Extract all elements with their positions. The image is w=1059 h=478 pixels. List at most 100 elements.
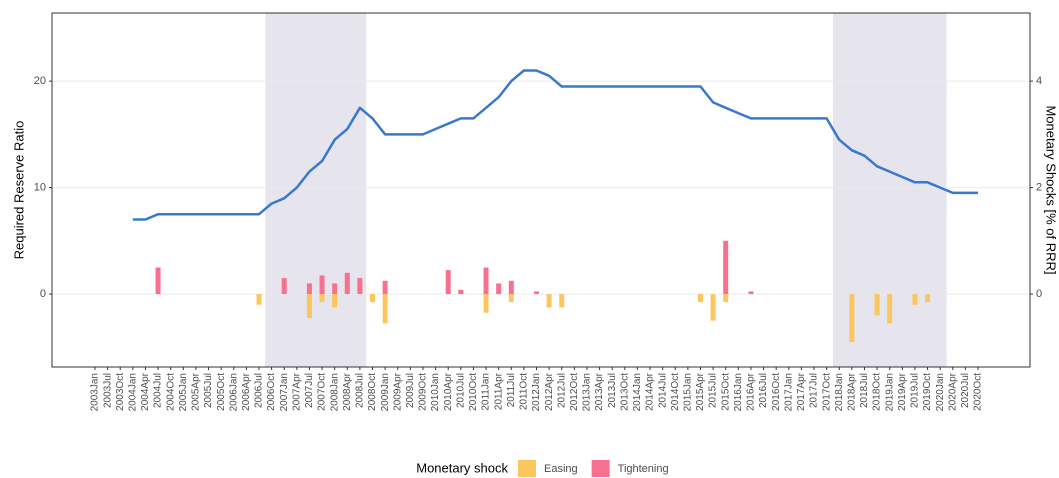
x-tick-label: 2018Oct <box>872 373 883 411</box>
bar <box>874 294 880 316</box>
x-tick-label: 2007Jul <box>304 373 315 408</box>
x-tick-label: 2011Jul <box>506 373 517 407</box>
x-tick-label: 2011Apr <box>493 372 504 410</box>
x-tick-label: 2020Jul <box>960 373 971 408</box>
x-tick-label: 2010Apr <box>443 372 454 410</box>
x-tick-label: 2018Jan <box>834 373 845 411</box>
x-tick-label: 2020Apr <box>947 372 958 410</box>
x-tick-label: 2003Oct <box>115 373 126 411</box>
x-tick-label: 2010Jan <box>430 373 441 411</box>
x-tick-label: 2012Jan <box>531 373 542 411</box>
bar <box>155 267 161 295</box>
shaded-period <box>265 13 367 367</box>
legend-swatch <box>591 460 610 477</box>
x-tick-label: 2006Apr <box>241 372 252 410</box>
x-tick-label: 2016Oct <box>771 373 782 411</box>
x-tick-label: 2004Oct <box>165 373 176 411</box>
x-tick-label: 2017Jul <box>809 373 820 408</box>
x-tick-label: 2016Jan <box>733 373 744 411</box>
bar <box>306 294 312 319</box>
x-tick-label: 2008Oct <box>367 373 378 411</box>
bar <box>445 270 451 295</box>
x-tick-label: 2008Apr <box>342 372 353 410</box>
bar <box>925 294 931 303</box>
x-tick-label: 2007Jan <box>279 373 290 411</box>
x-tick-label: 2006Jul <box>254 373 265 408</box>
x-tick-label: 2013Jul <box>607 373 618 408</box>
bar <box>912 294 918 305</box>
bar <box>319 294 325 303</box>
bar <box>382 294 388 324</box>
x-tick-label: 2020Jan <box>935 373 946 411</box>
x-tick-label: 2012Jul <box>556 373 567 408</box>
x-tick-label: 2014Apr <box>645 372 656 410</box>
bar <box>344 272 350 295</box>
legend-swatch <box>518 460 536 477</box>
x-tick-label: 2005Jan <box>178 373 189 411</box>
legend-title: Monetary shock <box>416 460 508 475</box>
bar <box>723 240 729 295</box>
x-tick-label: 2015Jul <box>708 373 719 408</box>
x-tick-label: 2013Apr <box>594 372 605 410</box>
y2-tick-label: 2 <box>1036 182 1042 194</box>
bar <box>458 289 464 295</box>
bar <box>723 294 729 303</box>
x-tick-label: 2015Jan <box>683 373 694 411</box>
y2-tick-label: 0 <box>1036 288 1042 300</box>
x-tick-label: 2018Jul <box>859 373 870 408</box>
legend-label: Easing <box>544 463 578 475</box>
x-tick-label: 2017Apr <box>796 372 807 410</box>
x-tick-label: 2016Apr <box>746 372 757 410</box>
bar <box>483 294 489 313</box>
bar <box>559 294 565 308</box>
x-tick-label: 2006Jan <box>228 373 239 411</box>
x-tick-label: 2014Jan <box>632 373 643 411</box>
x-tick-label: 2018Apr <box>846 372 857 410</box>
x-tick-label: 2012Oct <box>569 373 580 411</box>
y-tick-label: 20 <box>34 75 46 87</box>
bar <box>508 294 514 303</box>
bar <box>319 275 325 295</box>
x-tick-label: 2009Oct <box>418 373 429 411</box>
x-tick-label: 2008Jul <box>355 373 366 408</box>
bar <box>382 280 388 295</box>
bar <box>887 294 893 324</box>
x-tick-label: 2010Jul <box>455 373 466 408</box>
bar <box>697 294 703 303</box>
legend-label: Tightening <box>618 463 669 475</box>
x-tick-label: 2009Apr <box>392 372 403 410</box>
x-tick-label: 2005Apr <box>191 372 202 410</box>
bar <box>483 267 489 295</box>
panel-border <box>51 12 1031 368</box>
bar <box>256 294 262 305</box>
x-tick-label: 2011Oct <box>519 373 530 410</box>
bar <box>534 291 539 295</box>
x-tick-label: 2015Oct <box>720 373 731 411</box>
bar <box>370 294 376 303</box>
x-tick-label: 2012Apr <box>544 372 555 410</box>
bar <box>748 291 754 295</box>
x-tick-label: 2004Apr <box>140 372 151 410</box>
x-tick-label: 2003Jan <box>90 373 101 411</box>
x-tick-label: 2004Jul <box>153 373 164 408</box>
x-tick-label: 2009Jan <box>380 373 391 411</box>
y2-axis-label: Monetary Shocks [% of RRR] <box>1044 105 1059 274</box>
x-tick-label: 2011Jan <box>481 373 492 411</box>
bar <box>496 283 502 295</box>
x-tick-label: 2020Oct <box>973 373 984 411</box>
bar <box>849 294 855 342</box>
x-tick-label: 2006Oct <box>266 373 277 411</box>
y-axis-label: Required Reserve Ratio <box>11 121 26 260</box>
bar <box>357 278 363 295</box>
x-tick-label: 2016Jul <box>758 373 769 408</box>
bar <box>281 278 287 295</box>
bar <box>546 294 552 308</box>
x-tick-label: 2015Apr <box>695 372 706 410</box>
bar <box>710 294 716 321</box>
x-tick-label: 2009Jul <box>405 373 416 408</box>
x-tick-label: 2017Jan <box>783 373 794 411</box>
y-tick-label: 10 <box>34 182 46 194</box>
line <box>132 69 978 221</box>
x-tick-label: 2013Oct <box>619 373 630 411</box>
